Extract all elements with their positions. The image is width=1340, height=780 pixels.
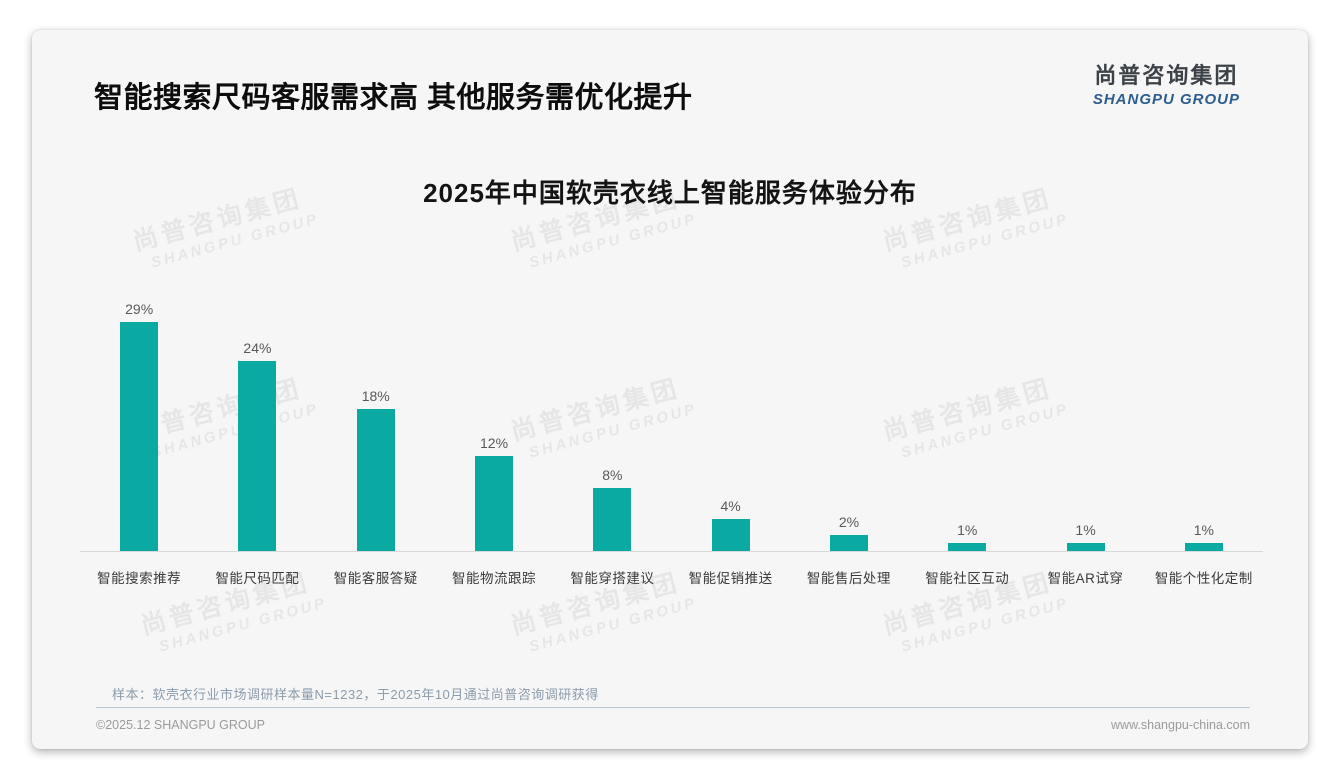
bar-column: 1% xyxy=(1026,522,1144,551)
logo-chinese-text: 尚普咨询集团 xyxy=(1094,63,1239,88)
chart-plot-area: 29% 24% 18% 12% 8% 4% 2% 1% 1% 1% xyxy=(80,290,1263,552)
copyright-text: ©2025.12 SHANGPU GROUP xyxy=(96,718,265,732)
bar xyxy=(120,322,159,551)
category-label: 智能促销推送 xyxy=(688,571,773,586)
bar xyxy=(829,535,868,551)
bar xyxy=(1184,543,1223,551)
bar xyxy=(711,519,750,551)
category-label: 智能搜索推荐 xyxy=(97,571,182,586)
footer-divider xyxy=(96,707,1250,708)
bar xyxy=(356,409,395,551)
bar xyxy=(1066,543,1105,551)
bar-value-label: 29% xyxy=(125,301,154,317)
bar xyxy=(593,488,632,551)
watermark-english-text: SHANGPU GROUP xyxy=(149,210,321,272)
company-logo: 尚普咨询集团 SHANGPU GROUP xyxy=(1093,58,1240,108)
bar-column: 29% xyxy=(80,301,198,551)
bar-column: 4% xyxy=(671,498,789,551)
bar-value-label: 18% xyxy=(361,388,390,404)
watermark-english-text: SHANGPU GROUP xyxy=(899,210,1071,272)
bar-value-label: 8% xyxy=(602,467,623,483)
watermark-english-text: SHANGPU GROUP xyxy=(899,594,1071,656)
chart-category-axis: 智能搜索推荐 智能尺码匹配 智能客服答疑 智能物流跟踪 智能穿搭建议 智能促销推… xyxy=(80,552,1263,587)
bar-value-label: 1% xyxy=(1193,522,1214,538)
category-label: 智能社区互动 xyxy=(925,571,1010,586)
bar-column: 24% xyxy=(198,340,316,551)
logo-english-text: SHANGPU GROUP xyxy=(1092,91,1240,108)
page-title: 智能搜索尺码客服需求高 其他服务需优化提升 xyxy=(94,82,693,114)
slide-card: 尚普咨询集团 SHANGPU GROUP 尚普咨询集团 SHANGPU GROU… xyxy=(32,30,1308,749)
category-label: 智能物流跟踪 xyxy=(452,571,537,586)
bar-column: 1% xyxy=(908,522,1026,551)
category-label: 智能穿搭建议 xyxy=(570,571,655,586)
category-label: 智能售后处理 xyxy=(806,571,891,586)
bar-value-label: 2% xyxy=(838,514,860,530)
watermark-english-text: SHANGPU GROUP xyxy=(527,594,699,656)
bar-value-label: 4% xyxy=(720,498,741,514)
bar xyxy=(238,361,277,551)
bar-column: 1% xyxy=(1145,522,1263,551)
watermark-english-text: SHANGPU GROUP xyxy=(157,594,329,656)
watermark-english-text: SHANGPU GROUP xyxy=(527,210,699,272)
bar-column: 8% xyxy=(553,467,671,551)
website-link[interactable]: www.shangpu-china.com xyxy=(1111,718,1250,732)
bar-value-label: 12% xyxy=(480,435,509,451)
category-label: 智能尺码匹配 xyxy=(215,571,300,586)
bar-value-label: 24% xyxy=(243,340,272,356)
bar-column: 12% xyxy=(435,435,553,551)
category-label: 智能个性化定制 xyxy=(1154,571,1253,586)
bar-value-label: 1% xyxy=(957,522,978,538)
chart-title: 2025年中国软壳衣线上智能服务体验分布 xyxy=(423,178,917,208)
category-label: 智能AR试穿 xyxy=(1047,571,1124,586)
bar-column: 18% xyxy=(317,388,435,551)
bar xyxy=(948,543,987,551)
bar-chart: 29% 24% 18% 12% 8% 4% 2% 1% 1% 1% 智能搜索推荐 xyxy=(80,290,1263,587)
sample-footnote: 样本：软壳衣行业市场调研样本量N=1232，于2025年10月通过尚普咨询调研获… xyxy=(112,687,599,702)
bar-value-label: 1% xyxy=(1075,522,1096,538)
footer: ©2025.12 SHANGPU GROUP www.shangpu-china… xyxy=(96,718,1250,732)
bar xyxy=(475,456,514,551)
bar-column: 2% xyxy=(790,514,908,551)
category-label: 智能客服答疑 xyxy=(333,571,418,586)
